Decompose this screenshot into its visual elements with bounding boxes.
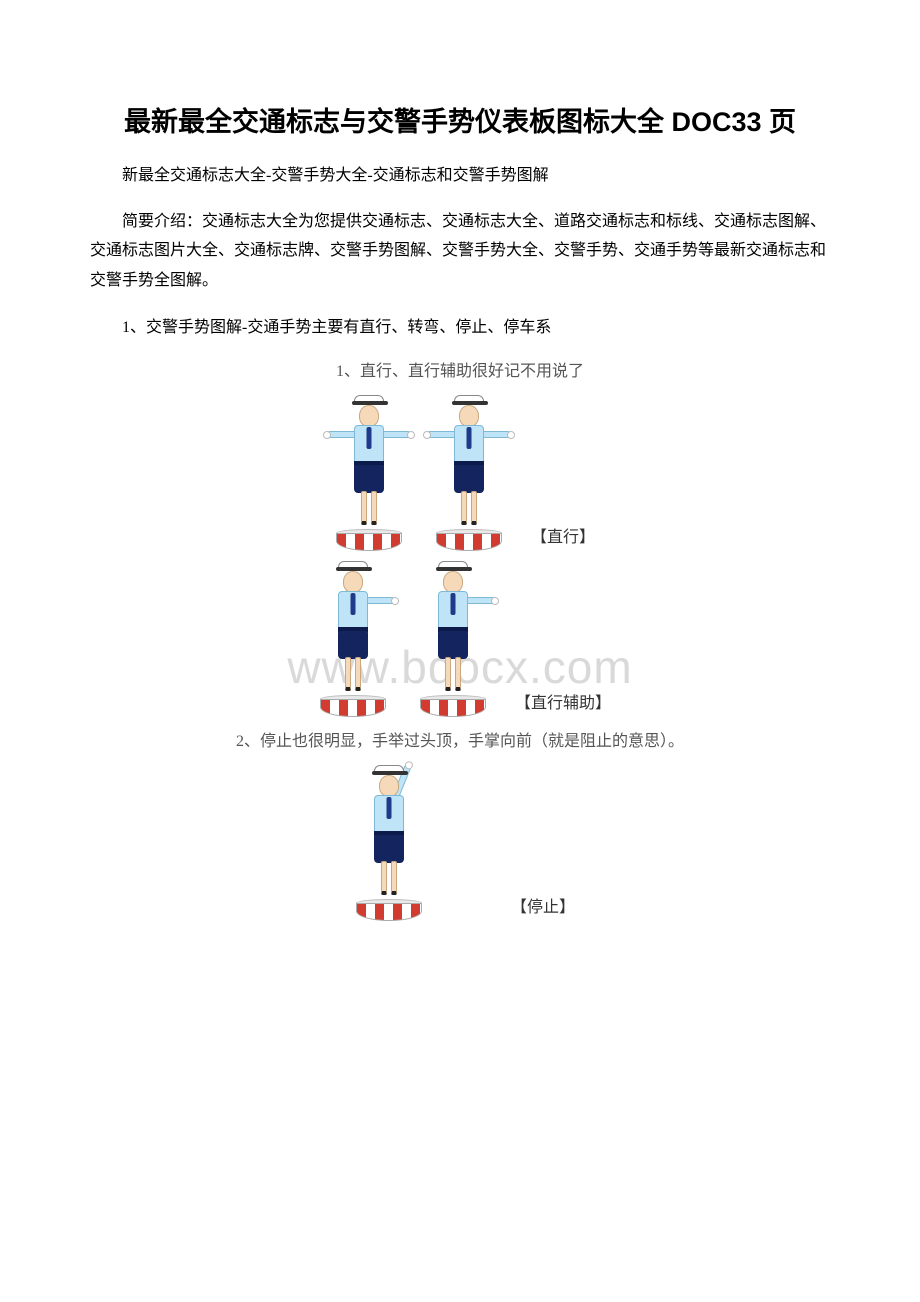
intro-paragraph: 简要介绍：交通标志大全为您提供交通标志、交通标志大全、道路交通标志和标线、交通标…	[90, 207, 830, 296]
page-title: 最新最全交通标志与交警手势仪表板图标大全 DOC33 页	[90, 100, 830, 139]
officer-figure	[409, 561, 497, 719]
figure-caption-2: 2、停止也很明显，手举过头顶，手掌向前（就是阻止的意思）。	[90, 727, 830, 751]
officer-figure	[325, 395, 413, 553]
figure-label-assist: 【直行辅助】	[515, 689, 611, 719]
figure-straight: 【直行】	[90, 395, 830, 553]
figure-label-straight: 【直行】	[531, 523, 595, 553]
figure-label-stop: 【停止】	[451, 893, 575, 923]
figure-assist: 【直行辅助】	[90, 561, 830, 719]
subtitle-text: 新最全交通标志大全-交警手势大全-交通标志和交警手势图解	[90, 163, 830, 189]
officer-figure	[345, 765, 433, 923]
figure-caption-1: 1、直行、直行辅助很好记不用说了	[90, 357, 830, 381]
officer-figure	[425, 395, 513, 553]
officer-figure	[309, 561, 397, 719]
figure-stop: 【停止】	[90, 765, 830, 923]
section-item-1: 1、交警手势图解-交通手势主要有直行、转弯、停止、停车系	[90, 313, 830, 343]
document-body: 最新最全交通标志与交警手势仪表板图标大全 DOC33 页 新最全交通标志大全-交…	[90, 100, 830, 923]
